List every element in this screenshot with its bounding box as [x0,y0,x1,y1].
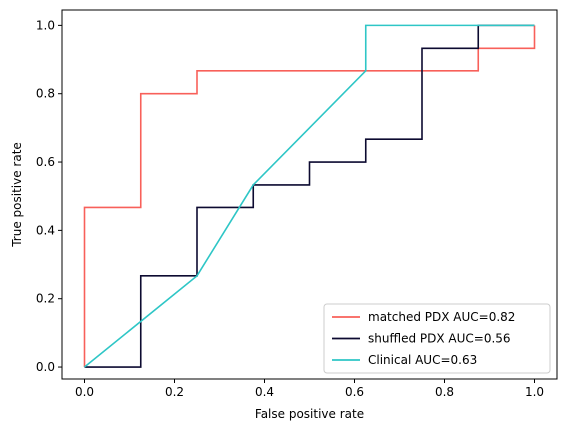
legend-box [323,303,551,374]
legend-entry: shuffled PDX AUC=0.56 [368,332,511,346]
x-axis-label: False positive rate [255,407,364,421]
legend: matched PDX AUC=0.82 shuffled PDX AUC=0.5… [323,303,551,374]
x-tick-label: 0.6 [345,385,364,399]
y-tick-label: 0.8 [36,87,55,101]
x-tick-label: 0.0 [75,385,94,399]
series-line-2 [83,24,535,368]
y-tick-label: 0.6 [36,155,55,169]
series-line-0 [83,25,536,368]
y-tick-label: 0.4 [36,223,55,237]
y-tick-label: 1.0 [36,18,55,32]
legend-entry: matched PDX AUC=0.82 [368,310,515,324]
y-axis-ticks: 0.0 0.2 0.4 0.6 0.8 1.0 [36,18,62,374]
x-tick-label: 1.0 [525,385,544,399]
y-tick-label: 0.2 [36,292,55,306]
x-axis-ticks: 0.0 0.2 0.4 0.6 0.8 1.0 [75,379,544,399]
legend-entry: Clinical AUC=0.63 [368,353,477,367]
x-tick-label: 0.4 [255,385,274,399]
series-line-1 [84,24,535,368]
x-tick-label: 0.8 [435,385,454,399]
series-lines [83,24,536,368]
y-axis-label: True positive rate [10,142,24,248]
x-tick-label: 0.2 [165,385,184,399]
plot-frame [61,9,558,380]
y-tick-label: 0.0 [36,360,55,374]
